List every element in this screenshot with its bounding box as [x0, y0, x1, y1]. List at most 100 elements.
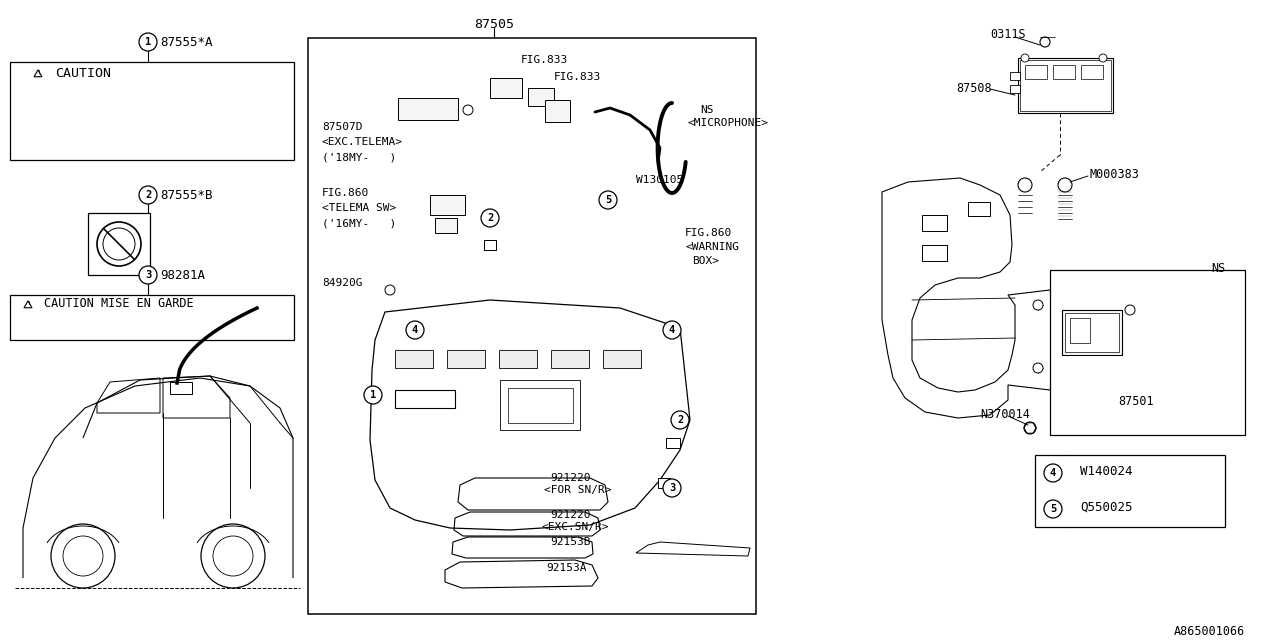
- Text: Q550025: Q550025: [1080, 501, 1133, 514]
- Text: <MICROPHONE>: <MICROPHONE>: [689, 118, 769, 128]
- Bar: [396, 350, 433, 368]
- Bar: [500, 380, 580, 430]
- Bar: [398, 98, 458, 120]
- Bar: [499, 350, 538, 368]
- Bar: [430, 195, 465, 215]
- Bar: [88, 213, 150, 275]
- Text: 98281A: 98281A: [160, 269, 205, 282]
- Circle shape: [663, 321, 681, 339]
- Circle shape: [663, 479, 681, 497]
- Bar: [1018, 58, 1114, 113]
- Text: 1: 1: [370, 390, 376, 400]
- Bar: [550, 350, 589, 368]
- Bar: [1082, 65, 1103, 79]
- Bar: [1010, 72, 1020, 80]
- Bar: [545, 100, 570, 122]
- Bar: [658, 478, 669, 488]
- Circle shape: [1044, 464, 1062, 482]
- Text: !: !: [26, 301, 31, 310]
- Bar: [308, 38, 756, 614]
- Bar: [1053, 65, 1075, 79]
- Bar: [922, 215, 947, 231]
- Text: <TELEMA SW>: <TELEMA SW>: [323, 203, 397, 213]
- Text: N370014: N370014: [980, 408, 1030, 421]
- Text: NS: NS: [700, 105, 713, 115]
- Text: W140024: W140024: [1080, 465, 1133, 478]
- Text: <FOR SN/R>: <FOR SN/R>: [544, 485, 612, 495]
- Text: 1: 1: [145, 37, 151, 47]
- Text: 5: 5: [605, 195, 611, 205]
- Text: 92153B: 92153B: [550, 537, 590, 547]
- Text: <WARNING: <WARNING: [685, 242, 739, 252]
- Bar: [1065, 313, 1119, 352]
- Text: 921220: 921220: [550, 510, 590, 520]
- Circle shape: [364, 386, 381, 404]
- Text: CAUTION MISE EN GARDE: CAUTION MISE EN GARDE: [44, 297, 193, 310]
- Text: NS: NS: [1211, 262, 1225, 275]
- Text: M000383: M000383: [1091, 168, 1140, 181]
- Text: 4: 4: [412, 325, 419, 335]
- Circle shape: [1033, 363, 1043, 373]
- Bar: [1062, 310, 1123, 355]
- Text: !: !: [36, 70, 40, 79]
- Text: <EXC.TELEMA>: <EXC.TELEMA>: [323, 137, 403, 147]
- Bar: [1020, 60, 1111, 111]
- Bar: [447, 350, 485, 368]
- Text: 87507D: 87507D: [323, 122, 362, 132]
- Text: FIG.860: FIG.860: [685, 228, 732, 238]
- Circle shape: [406, 321, 424, 339]
- Bar: [435, 218, 457, 233]
- Text: 87508: 87508: [956, 82, 992, 95]
- Text: 4: 4: [1050, 468, 1056, 478]
- Circle shape: [671, 411, 689, 429]
- Bar: [10, 62, 294, 160]
- Text: <EXC.SN/R>: <EXC.SN/R>: [541, 522, 608, 532]
- Bar: [1036, 455, 1225, 527]
- Circle shape: [599, 191, 617, 209]
- Bar: [968, 202, 989, 216]
- Text: 87505: 87505: [474, 18, 515, 31]
- Bar: [1070, 318, 1091, 343]
- Bar: [1050, 270, 1245, 435]
- Text: 921220: 921220: [550, 473, 590, 483]
- Bar: [484, 240, 497, 250]
- Circle shape: [140, 266, 157, 284]
- Text: FIG.860: FIG.860: [323, 188, 369, 198]
- Circle shape: [1033, 300, 1043, 310]
- Bar: [508, 388, 573, 423]
- Text: 84920G: 84920G: [323, 278, 362, 288]
- Bar: [396, 390, 454, 408]
- Bar: [603, 350, 641, 368]
- Text: ('16MY-   ): ('16MY- ): [323, 218, 397, 228]
- Circle shape: [1021, 54, 1029, 62]
- Bar: [490, 78, 522, 98]
- Text: 3: 3: [145, 270, 151, 280]
- Text: FIG.833: FIG.833: [521, 55, 568, 65]
- Circle shape: [1044, 500, 1062, 518]
- Text: 2: 2: [486, 213, 493, 223]
- Text: 87555*A: 87555*A: [160, 36, 212, 49]
- Text: 3: 3: [669, 483, 675, 493]
- Text: 92153A: 92153A: [547, 563, 586, 573]
- Text: FIG.833: FIG.833: [554, 72, 602, 82]
- Text: W130105: W130105: [636, 175, 684, 185]
- Text: ('18MY-   ): ('18MY- ): [323, 152, 397, 162]
- Circle shape: [1100, 54, 1107, 62]
- Text: 4: 4: [669, 325, 675, 335]
- Text: 87555*B: 87555*B: [160, 189, 212, 202]
- Text: A865001066: A865001066: [1174, 625, 1245, 638]
- Circle shape: [140, 186, 157, 204]
- Text: CAUTION: CAUTION: [55, 67, 111, 80]
- Circle shape: [481, 209, 499, 227]
- Text: 2: 2: [145, 190, 151, 200]
- Bar: [1025, 65, 1047, 79]
- Bar: [666, 438, 680, 448]
- Circle shape: [140, 33, 157, 51]
- Text: BOX>: BOX>: [692, 256, 719, 266]
- Text: 5: 5: [1050, 504, 1056, 514]
- Bar: [1010, 85, 1020, 93]
- Text: 87501: 87501: [1117, 395, 1153, 408]
- Bar: [170, 382, 192, 394]
- Text: 0311S: 0311S: [989, 28, 1025, 41]
- Circle shape: [1125, 305, 1135, 315]
